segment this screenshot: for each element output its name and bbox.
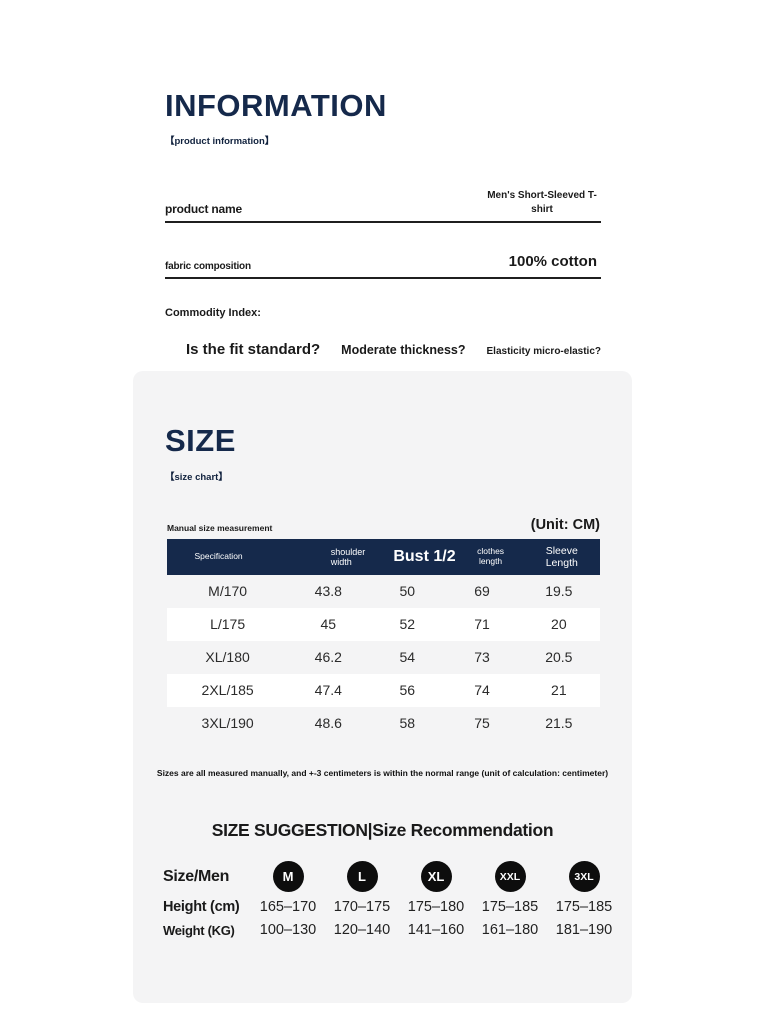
- cell-shoulder: 48.6: [314, 715, 342, 732]
- cell-bust: 58: [399, 715, 416, 732]
- page-subtitle: 【product information】: [165, 136, 275, 147]
- cell-bust: 50: [399, 583, 416, 600]
- size-table: Specification shoulder width Bust 1/2 cl…: [167, 539, 600, 740]
- measure-row: Manual size measurement (Unit: CM): [167, 517, 600, 533]
- info-section: INFORMATION 【product information】 produc…: [0, 0, 768, 358]
- question-elasticity: Elasticity micro-elastic?: [486, 346, 602, 357]
- cell-bust: 56: [399, 682, 416, 699]
- measure-note: Manual size measurement: [167, 523, 273, 533]
- fabric-composition-label: fabric composition: [165, 261, 251, 272]
- cell-length: 74: [474, 682, 490, 699]
- header-specification: Specification: [194, 551, 243, 562]
- height-range: 170–175: [333, 899, 391, 915]
- cell-spec: XL/180: [205, 649, 250, 666]
- unit-label: (Unit: CM): [530, 517, 600, 533]
- cell-bust: 54: [399, 649, 416, 666]
- question-fit: Is the fit standard?: [186, 341, 321, 358]
- cell-bust: 52: [399, 616, 416, 633]
- weight-range: 100–130: [259, 922, 317, 938]
- cell-length: 69: [474, 583, 490, 600]
- cell-sleeve: 20: [551, 616, 567, 633]
- fabric-composition-row: fabric composition 100% cotton: [165, 253, 601, 279]
- size-badge-l: L: [346, 861, 378, 892]
- size-section-title: SIZE: [165, 423, 236, 458]
- height-range: 175–180: [407, 899, 465, 915]
- size-table-header: Specification shoulder width Bust 1/2 cl…: [167, 539, 600, 575]
- suggestion-row-height: Height (cm) 165–170 170–175 175–180 175–…: [143, 899, 622, 915]
- height-range: 175–185: [481, 899, 539, 915]
- cell-sleeve: 21: [551, 682, 567, 699]
- question-thickness: Moderate thickness?: [341, 343, 466, 357]
- cell-spec: 3XL/190: [201, 715, 254, 732]
- size-table-row-m: M/170 43.8 50 69 19.5: [167, 575, 600, 608]
- page-title: INFORMATION: [165, 88, 387, 123]
- product-name-label: product name: [165, 202, 242, 216]
- size-table-row-3xl: 3XL/190 48.6 58 75 21.5: [167, 707, 600, 740]
- cell-spec: M/170: [208, 583, 248, 600]
- cell-spec: 2XL/185: [201, 682, 254, 699]
- header-shoulder-width: shoulder width: [330, 546, 366, 567]
- cell-shoulder: 43.8: [314, 583, 342, 600]
- size-badge-m: M: [272, 861, 304, 892]
- suggestion-label-size-men: Size/Men: [163, 867, 230, 885]
- suggestion-label-height: Height (cm): [163, 899, 240, 915]
- size-table-row-l: L/175 45 52 71 20: [167, 608, 600, 641]
- cell-shoulder: 46.2: [314, 649, 342, 666]
- cell-shoulder: 47.4: [314, 682, 342, 699]
- size-badge-xxl: XXL: [494, 861, 526, 892]
- size-section-subtitle: 【size chart】: [165, 472, 228, 483]
- size-suggestion-title: SIZE SUGGESTION|Size Recommendation: [211, 820, 554, 840]
- header-bust: Bust 1/2: [393, 547, 456, 565]
- commodity-questions: Is the fit standard? Moderate thickness?…: [165, 341, 601, 358]
- size-table-row-2xl: 2XL/185 47.4 56 74 21: [167, 674, 600, 707]
- commodity-index-label: Commodity Index:: [165, 307, 261, 319]
- cell-sleeve: 21.5: [545, 715, 573, 732]
- size-card: SIZE 【size chart】 Manual size measuremen…: [133, 371, 632, 1003]
- cell-length: 73: [474, 649, 490, 666]
- weight-range: 181–190: [555, 922, 613, 938]
- header-clothes-length: clothes length: [477, 546, 505, 566]
- suggestion-row-weight: Weight (KG) 100–130 120–140 141–160 161–…: [143, 922, 622, 938]
- cell-length: 75: [474, 715, 490, 732]
- height-range: 175–185: [555, 899, 613, 915]
- header-sleeve-length: Sleeve Length: [545, 544, 578, 569]
- weight-range: 120–140: [333, 922, 391, 938]
- size-badge-3xl: 3XL: [568, 861, 600, 892]
- product-name-value: Men's Short-Sleeved T-shirt: [487, 190, 597, 215]
- product-name-row: product name Men's Short-Sleeved T-shirt: [165, 189, 601, 223]
- cell-sleeve: 19.5: [545, 583, 573, 600]
- cell-sleeve: 20.5: [545, 649, 573, 666]
- fabric-composition-value: 100% cotton: [505, 253, 601, 272]
- measurement-note: Sizes are all measured manually, and +-3…: [156, 768, 609, 778]
- size-suggestion-table: Size/Men M L XL XXL 3XL Height (cm) 165–…: [143, 861, 622, 938]
- suggestion-row-sizes: Size/Men M L XL XXL 3XL: [143, 861, 622, 892]
- cell-length: 71: [474, 616, 490, 633]
- cell-shoulder: 45: [320, 616, 337, 633]
- cell-spec: L/175: [210, 616, 246, 633]
- weight-range: 141–160: [407, 922, 465, 938]
- suggestion-label-weight: Weight (KG): [163, 922, 235, 938]
- size-table-row-xl: XL/180 46.2 54 73 20.5: [167, 641, 600, 674]
- height-range: 165–170: [259, 899, 317, 915]
- weight-range: 161–180: [481, 922, 539, 938]
- size-badge-xl: XL: [420, 861, 452, 892]
